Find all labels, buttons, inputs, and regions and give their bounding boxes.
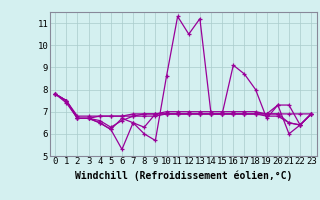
X-axis label: Windchill (Refroidissement éolien,°C): Windchill (Refroidissement éolien,°C) (75, 171, 292, 181)
